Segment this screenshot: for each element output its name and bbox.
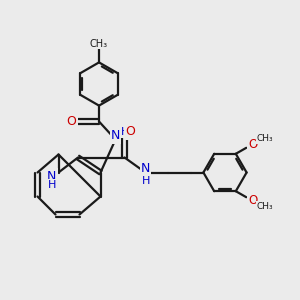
Text: O: O [67, 115, 76, 128]
Text: N: N [141, 162, 150, 176]
Text: O: O [248, 138, 257, 151]
Text: CH₃: CH₃ [256, 134, 273, 143]
Text: H: H [142, 176, 150, 187]
Text: O: O [248, 194, 257, 207]
Text: O: O [125, 125, 135, 139]
Text: CH₃: CH₃ [90, 38, 108, 49]
Text: H: H [48, 180, 57, 190]
Text: CH₃: CH₃ [256, 202, 273, 211]
Text: H: H [121, 127, 129, 137]
Text: N: N [111, 129, 120, 142]
Text: N: N [47, 169, 57, 183]
